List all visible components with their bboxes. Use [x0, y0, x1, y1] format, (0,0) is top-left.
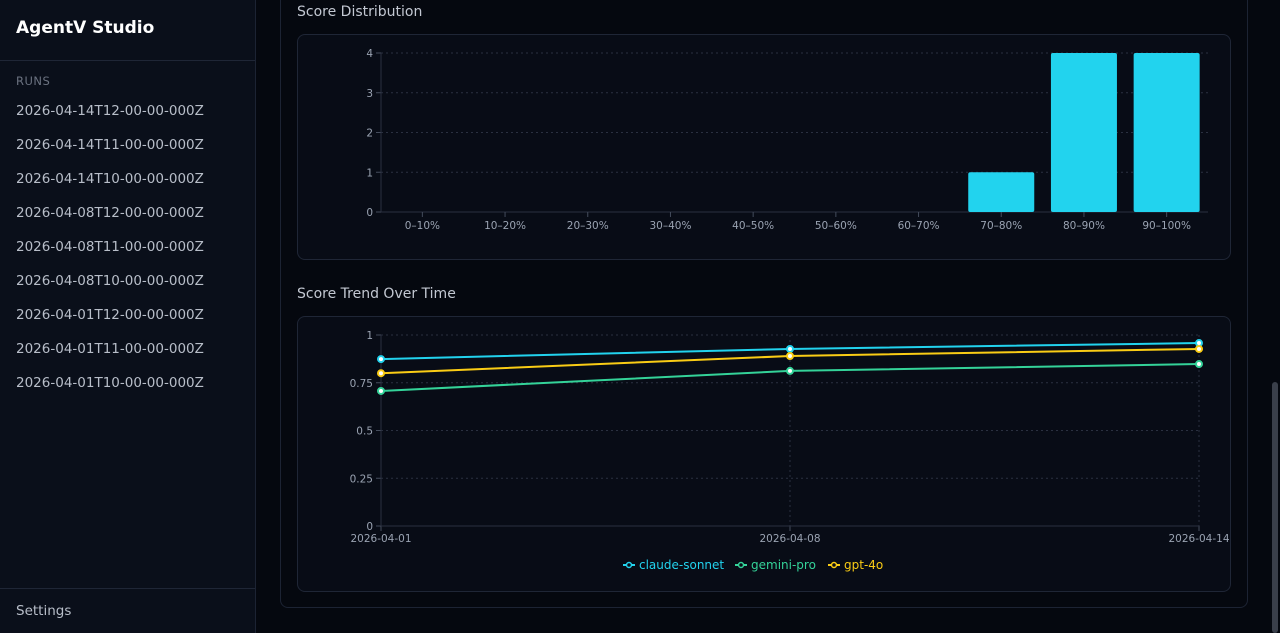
scrollbar-thumb[interactable]	[1272, 382, 1278, 633]
run-item[interactable]: 2026-04-14T11-00-00-000Z	[16, 137, 204, 153]
x-tick-label: 80–90%	[1063, 220, 1105, 232]
y-tick-label: 0.5	[356, 426, 373, 438]
x-tick-label: 20–30%	[567, 220, 609, 232]
score-trend-title: Score Trend Over Time	[297, 286, 456, 302]
scrollbar[interactable]	[1270, 0, 1280, 633]
y-tick-label: 1	[366, 167, 373, 179]
y-tick-label: 0	[366, 207, 373, 219]
run-item[interactable]: 2026-04-01T11-00-00-000Z	[16, 341, 204, 357]
y-tick-label: 0	[366, 521, 373, 533]
x-tick-label: 2026-04-14	[1168, 533, 1229, 545]
legend-marker	[830, 561, 838, 569]
settings-link[interactable]: Settings	[0, 588, 255, 633]
runs-section-label: RUNS	[16, 74, 51, 88]
x-tick-label: 10–20%	[484, 220, 526, 232]
score-distribution-title: Score Distribution	[297, 4, 423, 20]
x-tick-label: 90–100%	[1142, 220, 1191, 232]
run-item[interactable]: 2026-04-08T10-00-00-000Z	[16, 273, 204, 289]
x-tick-label: 2026-04-01	[350, 533, 411, 545]
run-item[interactable]: 2026-04-01T12-00-00-000Z	[16, 307, 204, 323]
run-list: 2026-04-14T12-00-00-000Z 2026-04-14T11-00…	[0, 94, 255, 400]
legend-marker	[737, 561, 745, 569]
legend-item: claude-sonnet	[639, 558, 724, 572]
run-item[interactable]: 2026-04-01T10-00-00-000Z	[16, 375, 204, 391]
bar	[968, 172, 1035, 212]
data-point	[377, 355, 385, 364]
x-tick-label: 40–50%	[732, 220, 774, 232]
legend-item: gemini-pro	[751, 558, 816, 572]
sidebar: AgentV Studio RUNS 2026-04-14T12-00-00-0…	[0, 0, 256, 633]
run-item[interactable]: 2026-04-08T11-00-00-000Z	[16, 239, 204, 255]
bar	[1050, 53, 1117, 212]
bar	[1133, 53, 1200, 212]
x-tick-label: 0–10%	[405, 220, 440, 232]
data-point	[1195, 360, 1203, 369]
y-tick-label: 0.25	[350, 473, 373, 485]
y-tick-label: 1	[366, 330, 373, 342]
x-tick-label: 70–80%	[980, 220, 1022, 232]
run-item[interactable]: 2026-04-14T10-00-00-000Z	[16, 171, 204, 187]
score-trend-card: 0 0.25 0.5 0.75 1 2026-04-01 2026-04-08 2026-04…	[297, 316, 1231, 592]
app-title: AgentV Studio	[0, 0, 255, 61]
x-tick-label: 2026-04-08	[759, 533, 820, 545]
y-tick-label: 4	[366, 48, 373, 60]
y-tick-label: 2	[366, 128, 373, 140]
run-item[interactable]: 2026-04-14T12-00-00-000Z	[16, 103, 204, 119]
legend-item: gpt-4o	[844, 558, 883, 572]
data-point	[786, 366, 794, 375]
data-point	[786, 352, 794, 361]
score-trend-chart: 0 0.25 0.5 0.75 1 2026-04-01 2026-04-08 2026-04…	[350, 330, 1230, 572]
data-point	[786, 344, 794, 353]
y-tick-label: 3	[366, 88, 373, 100]
score-distribution-chart: 0 1 2 3 4 0–10% 10–20% 20–30% 30–40% 40–50% 50–60%…	[366, 48, 1208, 232]
x-tick-label: 30–40%	[649, 220, 691, 232]
run-item[interactable]: 2026-04-08T12-00-00-000Z	[16, 205, 204, 221]
x-tick-label: 60–70%	[898, 220, 940, 232]
data-point	[377, 369, 385, 378]
data-point	[1195, 344, 1203, 353]
y-tick-label: 0.75	[350, 378, 373, 390]
x-tick-label: 50–60%	[815, 220, 857, 232]
legend-marker	[625, 561, 633, 569]
score-distribution-card: 0 1 2 3 4 0–10% 10–20% 20–30% 30–40% 40–50% 50–60%…	[297, 34, 1231, 260]
data-point	[377, 386, 385, 395]
